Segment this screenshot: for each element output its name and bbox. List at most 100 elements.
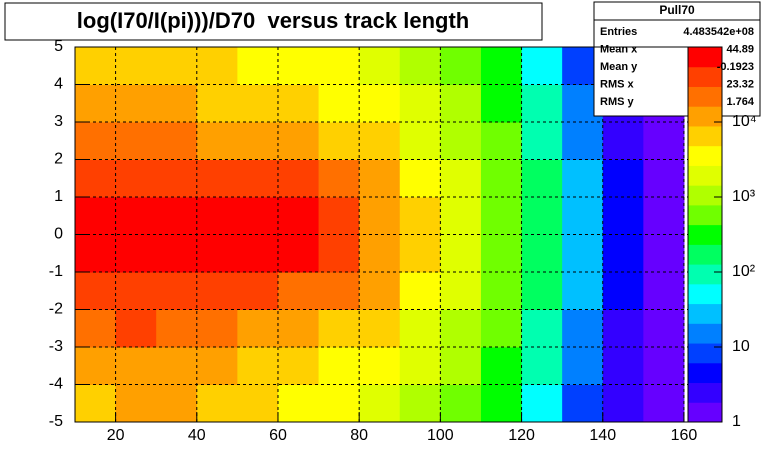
heat-cell [318,159,360,198]
heat-cell [318,122,360,160]
heat-cell [115,347,157,385]
heat-cell [359,159,401,198]
stats-value: 23.32 [726,78,754,90]
y-tick-label: 2 [54,151,63,168]
heat-cell [521,47,563,85]
heat-cell [75,384,117,423]
heat-cell [399,84,441,123]
heat-cell [480,234,523,273]
heat-cell [602,159,644,198]
x-tick-label: 100 [427,427,454,444]
heat-cell [277,159,320,198]
heat-cell [156,197,198,235]
palette-frame [687,46,723,423]
heat-cell [440,159,482,198]
palette-swatch [688,165,722,186]
heat-cell [480,159,523,198]
heat-cell [440,197,482,235]
palette-swatch [688,224,722,245]
heat-cell [196,159,238,198]
heat-cell [277,384,320,423]
heat-cell [237,197,279,235]
stats-value: 44.89 [726,43,754,55]
heat-cell [521,197,563,235]
heat-cell [359,84,401,123]
heat-cell [277,197,320,235]
palette-swatch [688,125,722,147]
y-tick-label: -3 [49,338,63,355]
palette-swatch [688,145,722,166]
heat-cell [237,272,279,310]
heat-cell [237,309,279,348]
heat-cell [75,234,117,273]
heat-cell [318,309,360,348]
palette-swatch [688,66,722,87]
heat-cell [277,84,320,123]
heat-cell [115,197,157,235]
heat-cell [643,159,685,198]
stats-value: -0.1923 [717,61,754,73]
heat-cell [156,384,198,423]
heat-cell [196,272,238,310]
heat-cell [277,122,320,160]
heat-cell [602,234,644,273]
z-tick-label: 10² [732,263,756,280]
heat-cell [562,197,604,235]
heat-cell [237,84,279,123]
heat-cell [75,309,117,348]
heat-cell [359,122,401,160]
y-tick-label: 4 [54,76,63,93]
heat-cell [318,47,360,85]
heat-cell [521,272,563,310]
z-tick-label: 10 [732,338,750,355]
z-tick-label: 10³ [732,188,756,205]
heat-cell [440,234,482,273]
heat-cell [562,272,604,310]
heat-cell [440,384,482,423]
heat-cell [196,347,238,385]
heat-cell [196,384,238,423]
heat-cell [521,309,563,348]
palette-swatch [688,362,722,384]
y-tick-label: 1 [54,188,63,205]
palette-swatch [688,185,722,206]
palette-swatch [688,204,722,226]
heat-cell [156,234,198,273]
heat-cell [237,384,279,423]
heat-cell [440,84,482,123]
heat-cell [237,347,279,385]
heat-cell [156,309,198,348]
heat-cell [602,384,644,423]
heat-cell [156,159,198,198]
y-tick-label: -5 [49,413,63,430]
stats-label: Entries [600,26,637,38]
heat-cell [399,272,441,310]
heat-cell [521,234,563,273]
heat-cell [602,347,644,385]
stats-box [593,1,761,117]
heat-cell [562,384,604,423]
heat-cell [480,272,523,310]
x-tick-label: 20 [107,427,125,444]
heat-cell [115,272,157,310]
x-tick-label: 120 [508,427,535,444]
x-tick-label: 60 [269,427,287,444]
heat-cell [359,234,401,273]
palette-swatch [688,244,722,265]
heat-cell [521,159,563,198]
heat-cell [440,272,482,310]
y-tick-label: 3 [54,113,63,130]
palette-swatch [688,106,722,127]
heat-cell [602,309,644,348]
y-tick-label: -2 [49,301,63,318]
heat-cell [440,347,482,385]
heat-cell [480,84,523,123]
heat-cell [115,309,157,348]
heat-cell [521,122,563,160]
heat-cell [643,347,685,385]
palette-swatch [688,47,722,68]
palette-swatch [688,303,722,324]
stats-label: RMS x [600,78,635,90]
heat-cell [277,347,320,385]
heat-cell [643,309,685,348]
